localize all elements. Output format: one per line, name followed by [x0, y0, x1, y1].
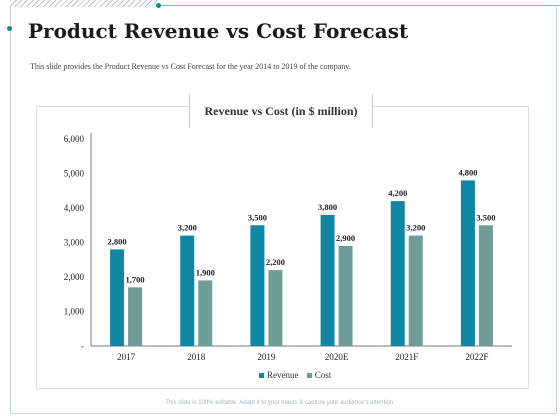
x-tick-label: 2018: [187, 352, 206, 362]
legend-swatch-cost: [306, 373, 312, 379]
left-border-line: [10, 7, 11, 414]
y-tick-label: 4,000: [64, 203, 85, 213]
data-label-revenue-2017: 2,800: [108, 236, 127, 246]
data-label-cost-2018: 1,900: [196, 267, 215, 277]
data-label-cost-2019: 2,200: [266, 257, 285, 267]
chart-title: Revenue vs Cost (in $ million): [189, 94, 373, 128]
data-label-revenue-2021f: 4,200: [388, 188, 407, 198]
data-label-cost-2020e: 2,900: [336, 233, 355, 243]
legend-label-cost: Cost: [314, 370, 332, 380]
bar-revenue-2019: [250, 225, 265, 346]
bar-cost-2017: [128, 287, 143, 346]
top-border-dot: [156, 3, 161, 8]
y-tick-label: -: [81, 341, 84, 351]
legend-item-revenue: Revenue: [259, 370, 301, 380]
x-tick-label: 2017: [117, 352, 136, 362]
bar-revenue-2018: [180, 235, 195, 346]
y-tick-label: 1,000: [64, 307, 85, 317]
left-border-dot: [7, 26, 12, 31]
bar-cost-2019: [268, 270, 283, 346]
corner-hatch-decoration: [10, 0, 158, 7]
legend-item-cost: Cost: [306, 370, 332, 380]
bar-cost-2022f: [478, 225, 493, 346]
page-subtitle: This slide provides the Product Revenue …: [30, 62, 351, 71]
bar-revenue-2017: [110, 249, 125, 346]
data-label-revenue-2018: 3,200: [178, 223, 197, 233]
data-label-revenue-2020e: 3,800: [318, 202, 337, 212]
x-tick-label: 2019: [257, 352, 276, 362]
bar-cost-2018: [198, 280, 213, 346]
data-label-cost-2021f: 3,200: [406, 223, 425, 233]
data-label-revenue-2019: 3,500: [248, 212, 267, 222]
bar-cost-2021f: [408, 235, 423, 346]
bar-revenue-2022f: [460, 180, 475, 346]
data-label-cost-2017: 1,700: [126, 274, 145, 284]
bar-cost-2020e: [338, 245, 353, 346]
right-border-line: [556, 5, 557, 414]
x-tick-label: 2020E: [325, 352, 349, 362]
y-tick-label: 5,000: [64, 169, 85, 179]
y-tick-label: 6,000: [64, 134, 85, 144]
x-tick-label: 2022F: [465, 352, 488, 362]
bar-revenue-2020e: [320, 214, 335, 346]
x-tick-label: 2021F: [395, 352, 418, 362]
data-label-cost-2022f: 3,500: [476, 212, 495, 222]
y-tick-label: 2,000: [64, 272, 85, 282]
legend-swatch-revenue: [259, 373, 264, 379]
bottom-border-line: [10, 413, 557, 414]
page-title: Product Revenue vs Cost Forecast: [28, 19, 409, 43]
footer-note: This slide is 100% editable. Adapt it to…: [165, 400, 395, 406]
top-border-line: [158, 5, 560, 6]
chart-legend: Revenue Cost: [259, 370, 337, 380]
y-tick-label: 3,000: [64, 238, 85, 248]
bar-revenue-2021f: [390, 201, 405, 346]
data-label-revenue-2022f: 4,800: [458, 167, 477, 177]
legend-label-revenue: Revenue: [267, 370, 299, 380]
